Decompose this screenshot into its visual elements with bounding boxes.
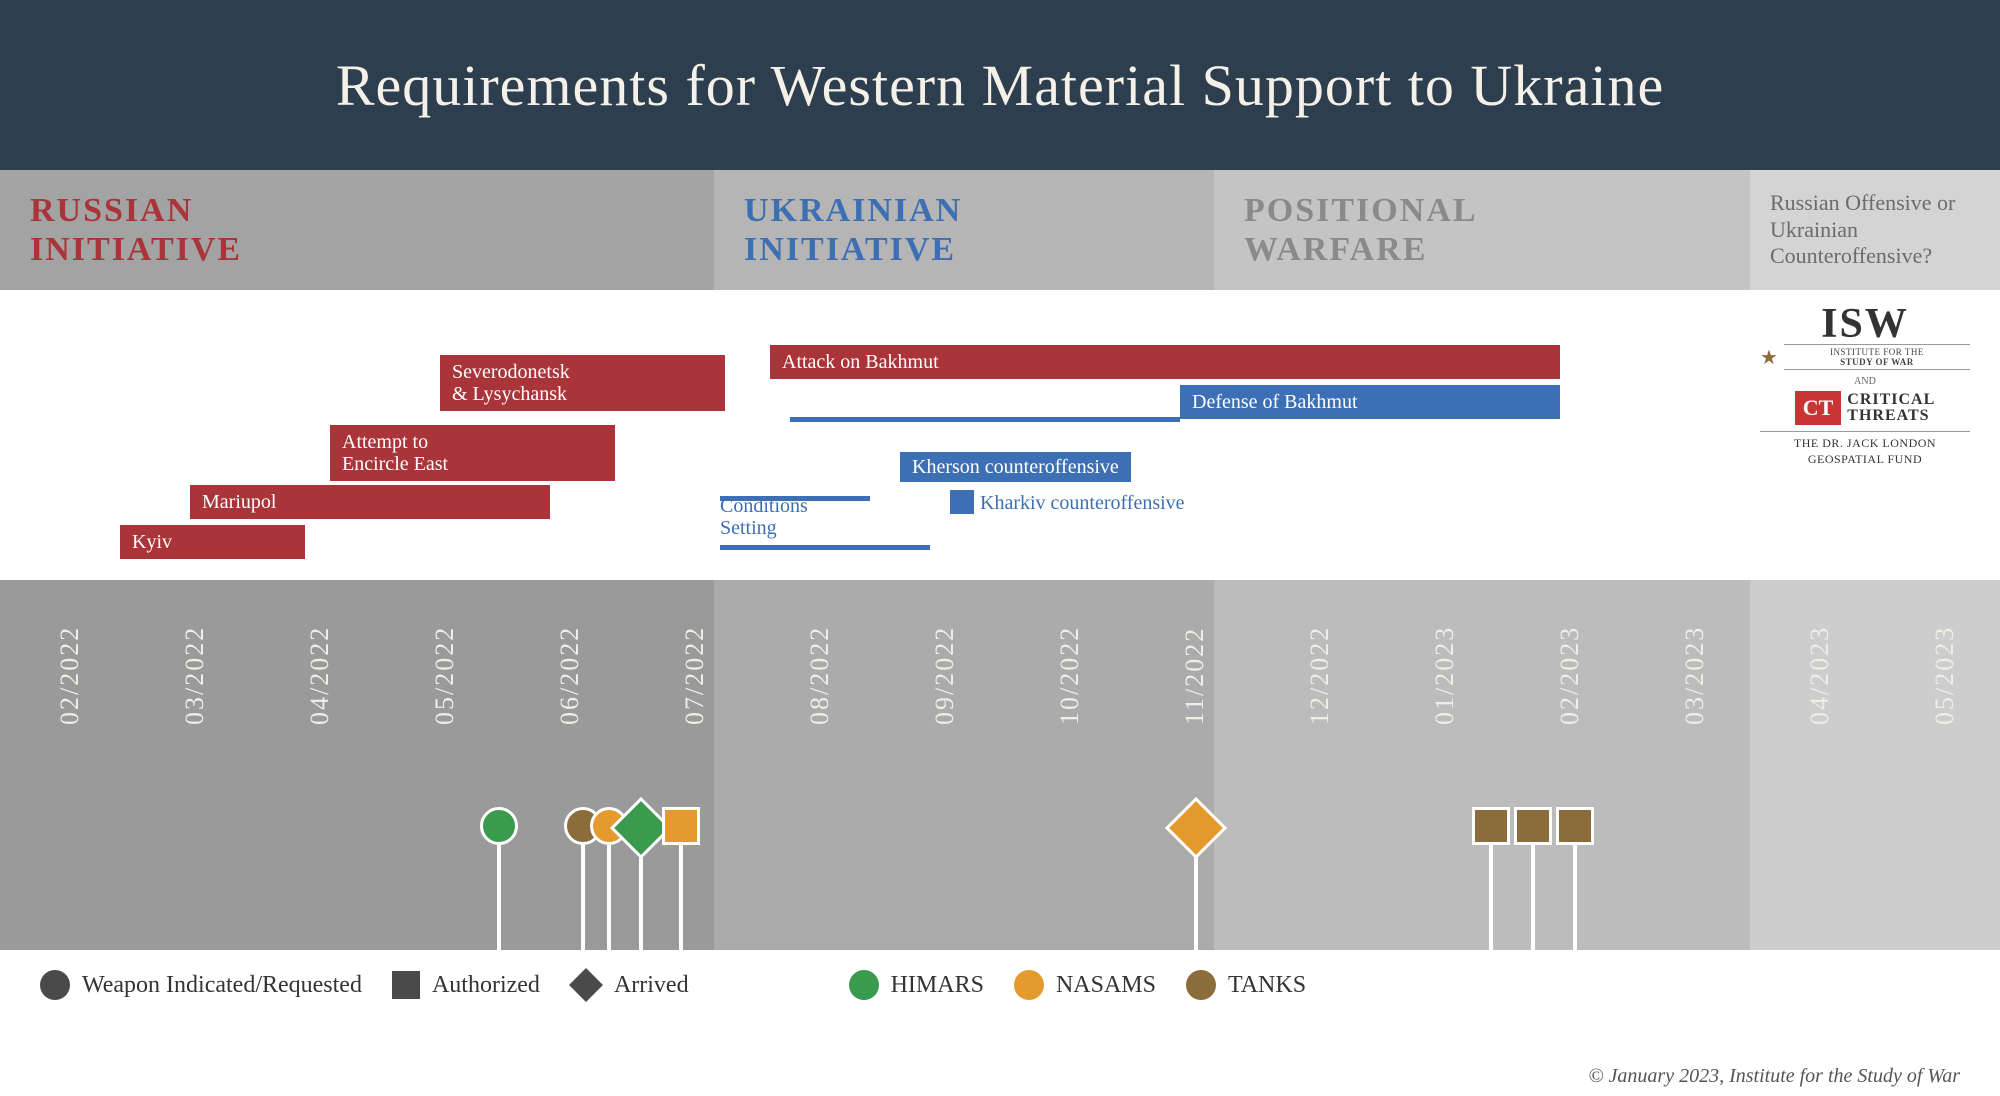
- marker-stem: [497, 845, 501, 950]
- legend-color-item: HIMARS: [849, 970, 984, 1000]
- star-icon: ★: [1760, 345, 1778, 370]
- copyright: © January 2023, Institute for the Study …: [1588, 1065, 1960, 1088]
- fund-text: THE DR. JACK LONDON GEOSPATIAL FUND: [1760, 431, 1970, 467]
- event-text-blue: ConditionsSetting: [720, 495, 808, 539]
- phase-strip: RUSSIANINITIATIVE UKRAINIANINITIATIVE PO…: [0, 170, 2000, 290]
- weapon-marker: [640, 750, 642, 950]
- weapon-marker: [1574, 750, 1576, 950]
- marker-diamond-icon: [1165, 797, 1227, 859]
- marker-circle-icon: [480, 807, 518, 845]
- legend-color-icon: [1186, 970, 1216, 1000]
- marker-stem: [1194, 850, 1198, 950]
- phase-label: Russian Offensive or Ukrainian Counterof…: [1770, 190, 1980, 269]
- weapon-marker: [608, 750, 610, 950]
- marker-square-icon: [1472, 807, 1510, 845]
- and-text: AND: [1760, 376, 1970, 387]
- ct-logo: CT CRITICALTHREATS: [1760, 391, 1970, 425]
- phase-ukrainian: UKRAINIANINITIATIVE: [714, 170, 1214, 290]
- marker-stem: [1489, 845, 1493, 950]
- marker-stem: [679, 845, 683, 950]
- phase-label: POSITIONALWARFARE: [1244, 191, 1478, 269]
- weapon-marker: [1532, 750, 1534, 950]
- legend-shape-item: Arrived: [570, 970, 689, 1000]
- marker-square-icon: [1514, 807, 1552, 845]
- weapon-marker: [498, 750, 500, 950]
- event-bar-blue: Defense of Bakhmut: [1180, 385, 1560, 419]
- legend-label: NASAMS: [1056, 972, 1156, 999]
- weapon-marker: [582, 750, 584, 950]
- legend-color-icon: [849, 970, 879, 1000]
- marker-square-icon: [1556, 807, 1594, 845]
- weapon-markers: [0, 580, 2000, 950]
- event-line-blue: [790, 417, 1180, 422]
- marker-stem: [639, 850, 643, 950]
- event-box-blue: [950, 490, 974, 514]
- legend-label: Weapon Indicated/Requested: [82, 972, 362, 999]
- weapon-marker: [1490, 750, 1492, 950]
- header: Requirements for Western Material Suppor…: [0, 0, 2000, 170]
- marker-stem: [581, 845, 585, 950]
- legend-label: Authorized: [432, 972, 540, 999]
- legend-label: HIMARS: [891, 972, 984, 999]
- marker-stem: [1573, 845, 1577, 950]
- phase-future: Russian Offensive or Ukrainian Counterof…: [1750, 170, 2000, 290]
- legend-color-item: TANKS: [1186, 970, 1306, 1000]
- legend-label: TANKS: [1228, 972, 1306, 999]
- title: Requirements for Western Material Suppor…: [336, 52, 1664, 119]
- event-bar-red: Attempt toEncircle East: [330, 425, 615, 481]
- event-label-blue: Kherson counteroffensive: [900, 452, 1131, 482]
- isw-logo: ISW: [1760, 300, 1970, 348]
- ct-text: CRITICALTHREATS: [1847, 392, 1935, 424]
- legend-label: Arrived: [614, 972, 689, 999]
- marker-square-icon: [662, 807, 700, 845]
- weapon-marker: [680, 750, 682, 950]
- legend-diamond-icon: [569, 968, 603, 1002]
- logo-block: ISW ★ INSTITUTE FOR THESTUDY OF WAR AND …: [1760, 300, 1970, 467]
- phase-label: RUSSIANINITIATIVE: [30, 191, 242, 269]
- ct-box: CT: [1795, 391, 1842, 425]
- event-text-blue: Kharkiv counteroffensive: [980, 492, 1185, 514]
- event-bar-red: Attack on Bakhmut: [770, 345, 1560, 379]
- event-bar-red: Severodonetsk & Lysychansk: [440, 355, 725, 411]
- event-bar-red: Mariupol: [190, 485, 550, 519]
- infographic-container: Requirements for Western Material Suppor…: [0, 0, 2000, 1096]
- isw-subtitle: INSTITUTE FOR THESTUDY OF WAR: [1784, 344, 1970, 370]
- timeline-axis: 02/202203/202204/202205/202206/202207/20…: [0, 580, 2000, 950]
- legend-color-icon: [1014, 970, 1044, 1000]
- legend-shape-item: Authorized: [392, 970, 540, 1000]
- weapon-marker: [1195, 750, 1197, 950]
- phase-russian: RUSSIANINITIATIVE: [0, 170, 714, 290]
- event-line-blue: [720, 545, 930, 550]
- events-area: Kyiv Mariupol Attempt toEncircle East Sever…: [0, 290, 2000, 580]
- phase-label: UKRAINIANINITIATIVE: [744, 191, 962, 269]
- legend-circle-icon: [40, 970, 70, 1000]
- event-bar-red: Kyiv: [120, 525, 305, 559]
- marker-stem: [607, 845, 611, 950]
- legend: Weapon Indicated/Requested Authorized Arri…: [0, 950, 2000, 1020]
- legend-shape-item: Weapon Indicated/Requested: [40, 970, 362, 1000]
- marker-stem: [1531, 845, 1535, 950]
- phase-positional: POSITIONALWARFARE: [1214, 170, 1750, 290]
- legend-color-item: NASAMS: [1014, 970, 1156, 1000]
- legend-square-icon: [392, 971, 420, 999]
